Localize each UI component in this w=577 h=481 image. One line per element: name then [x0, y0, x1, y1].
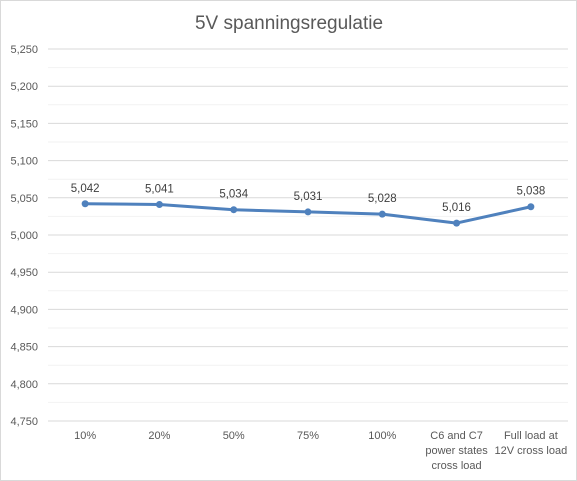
data-point [304, 208, 312, 216]
data-point [527, 203, 535, 211]
y-tick-label: 4,850 [10, 342, 38, 354]
data-label: 5,042 [71, 183, 100, 195]
y-tick-label: 4,800 [10, 379, 38, 391]
y-tick-label: 5,150 [10, 118, 38, 130]
x-tick-label: 10% [74, 430, 96, 442]
y-tick-label: 5,000 [10, 230, 38, 242]
data-label: 5,016 [442, 202, 471, 214]
data-point [155, 200, 163, 208]
x-axis: 10% 20% 50% 75% 100% C6 and C7 power states cro… [74, 430, 567, 472]
x-tick-label: C6 and C7 power states cross load [425, 430, 488, 472]
y-tick-label: 4,900 [10, 304, 38, 316]
y-tick-label: 5,050 [10, 193, 38, 205]
data-point [81, 200, 89, 208]
series-layer [81, 200, 535, 227]
data-label: 5,034 [219, 189, 248, 201]
chart-title: 5V spanningsregulatie [195, 13, 383, 34]
x-tick-label: 50% [223, 430, 245, 442]
data-label: 5,038 [516, 186, 545, 198]
y-tick-label: 5,100 [10, 156, 38, 168]
major-gridlines [48, 48, 568, 422]
y-axis: 5,250 5,200 5,150 5,100 5,050 5,000 4,950 4,900… [10, 44, 38, 428]
data-label: 5,031 [294, 191, 323, 203]
data-point [378, 210, 386, 218]
data-point [230, 206, 238, 214]
data-point [453, 219, 461, 227]
x-tick-label: 75% [297, 430, 319, 442]
x-tick-label: 20% [148, 430, 170, 442]
minor-gridlines [48, 67, 568, 403]
data-label: 5,028 [368, 193, 397, 205]
y-tick-label: 4,950 [10, 267, 38, 279]
data-label: 5,041 [145, 183, 174, 195]
y-tick-label: 4,750 [10, 416, 38, 428]
y-tick-label: 5,250 [10, 44, 38, 56]
x-tick-label: Full load at 12V cross load [494, 430, 567, 457]
data-labels: 5,042 5,041 5,034 5,031 5,028 5,016 5,038 [71, 183, 545, 214]
x-tick-label: 100% [368, 430, 396, 442]
y-tick-label: 5,200 [10, 81, 38, 93]
